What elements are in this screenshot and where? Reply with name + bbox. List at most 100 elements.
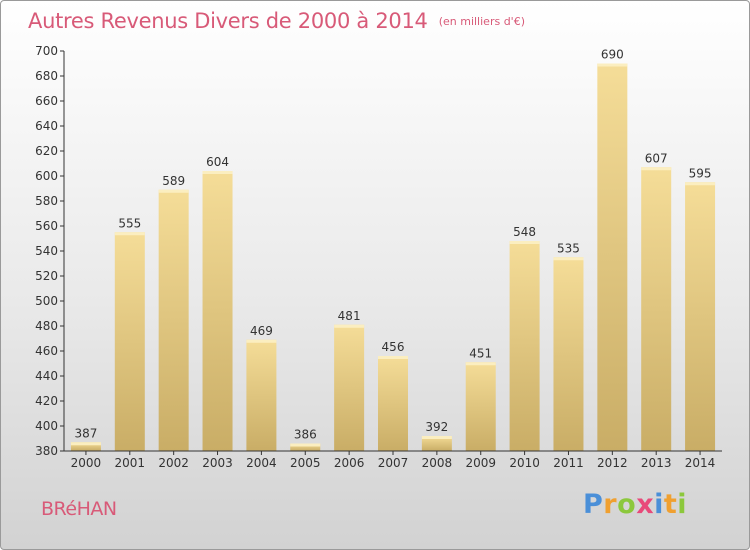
bar-2005: 386 bbox=[290, 428, 321, 451]
logo-letter: i bbox=[677, 489, 688, 520]
data-label: 481 bbox=[338, 309, 361, 323]
bar-2003: 604 bbox=[202, 155, 233, 451]
data-label: 607 bbox=[645, 151, 668, 165]
x-tick-label: 2012 bbox=[597, 456, 628, 470]
y-tick-label: 680 bbox=[35, 69, 58, 83]
bar-2001: 555 bbox=[114, 216, 145, 451]
bar-rect bbox=[421, 436, 452, 451]
y-tick-label: 380 bbox=[35, 444, 58, 458]
y-tick-label: 620 bbox=[35, 144, 58, 158]
bar-2004: 469 bbox=[246, 324, 277, 451]
title-row: Autres Revenus Divers de 2000 à 2014 (en… bbox=[28, 9, 525, 33]
data-label: 386 bbox=[294, 428, 317, 442]
bar-2008: 392 bbox=[421, 420, 452, 451]
bar-rect bbox=[246, 339, 277, 451]
y-tick-label: 520 bbox=[35, 269, 58, 283]
bar-highlight bbox=[158, 189, 189, 193]
bar-highlight bbox=[421, 436, 452, 439]
y-tick-label: 700 bbox=[35, 44, 58, 58]
x-tick-label: 2010 bbox=[509, 456, 540, 470]
logo-letter: r bbox=[603, 489, 618, 520]
data-label: 451 bbox=[469, 346, 492, 360]
bar-2013: 607 bbox=[641, 151, 672, 451]
bar-highlight bbox=[334, 324, 365, 328]
logo-letter: t bbox=[663, 489, 678, 520]
x-tick-label: 2001 bbox=[115, 456, 146, 470]
bar-rect bbox=[597, 63, 628, 451]
data-label: 392 bbox=[425, 420, 448, 434]
bar-highlight bbox=[70, 442, 101, 446]
y-tick-label: 440 bbox=[35, 369, 58, 383]
bar-rect bbox=[685, 182, 716, 451]
logo-letter: x bbox=[636, 489, 655, 520]
y-tick-label: 460 bbox=[35, 344, 58, 358]
chart-subtitle: (en milliers d'€) bbox=[438, 15, 525, 28]
chart-title: Autres Revenus Divers de 2000 à 2014 bbox=[28, 9, 428, 33]
bar-rect bbox=[290, 443, 321, 451]
data-label: 690 bbox=[601, 48, 624, 62]
bar-rect bbox=[553, 257, 584, 451]
y-tick-label: 420 bbox=[35, 394, 58, 408]
bar-2006: 481 bbox=[334, 309, 365, 451]
logo-letter: o bbox=[617, 489, 637, 520]
bar-rect bbox=[378, 356, 408, 451]
x-tick-label: 2005 bbox=[290, 456, 321, 470]
x-tick-label: 2004 bbox=[246, 456, 277, 470]
bar-2010: 548 bbox=[509, 225, 540, 451]
bar-rect bbox=[641, 167, 672, 451]
bar-2009: 451 bbox=[465, 346, 496, 451]
x-tick-label: 2003 bbox=[202, 456, 233, 470]
bar-highlight bbox=[465, 362, 496, 366]
y-tick-label: 560 bbox=[35, 219, 58, 233]
x-tick-label: 2006 bbox=[334, 456, 365, 470]
bar-highlight bbox=[246, 339, 277, 343]
bar-rect bbox=[202, 171, 233, 451]
logo-letter: P bbox=[583, 489, 604, 520]
bar-highlight bbox=[641, 167, 672, 171]
bar-2002: 589 bbox=[158, 174, 189, 451]
y-tick-label: 580 bbox=[35, 194, 58, 208]
y-tick-label: 400 bbox=[35, 419, 58, 433]
data-label: 604 bbox=[206, 155, 229, 169]
x-tick-label: 2011 bbox=[553, 456, 584, 470]
y-tick-label: 540 bbox=[35, 244, 58, 258]
x-tick-label: 2007 bbox=[378, 456, 409, 470]
bar-rect bbox=[158, 189, 189, 451]
bar-2012: 690 bbox=[597, 48, 628, 451]
commune-name: BRéHAN bbox=[41, 498, 117, 520]
proxiti-logo: Proxiti bbox=[583, 489, 687, 520]
x-tick-label: 2009 bbox=[465, 456, 496, 470]
bar-highlight bbox=[202, 171, 233, 174]
bar-highlight bbox=[509, 241, 540, 244]
y-tick-label: 640 bbox=[35, 119, 58, 133]
bar-rect bbox=[70, 442, 101, 451]
x-tick-label: 2014 bbox=[685, 456, 716, 470]
x-tick-label: 2000 bbox=[71, 456, 102, 470]
bar-rect bbox=[509, 241, 540, 451]
y-tick-label: 480 bbox=[35, 319, 58, 333]
bar-highlight bbox=[597, 63, 628, 67]
bar-highlight bbox=[553, 257, 584, 261]
bar-highlight bbox=[114, 232, 145, 236]
y-tick-label: 600 bbox=[35, 169, 58, 183]
bar-2011: 535 bbox=[553, 241, 584, 451]
bar-2007: 456 bbox=[378, 340, 408, 451]
data-label: 387 bbox=[74, 426, 97, 440]
bar-2014: 595 bbox=[685, 166, 716, 451]
y-tick-label: 500 bbox=[35, 294, 58, 308]
bar-highlight bbox=[290, 443, 321, 447]
bar-2000: 387 bbox=[70, 426, 101, 451]
data-label: 535 bbox=[557, 241, 580, 255]
bar-highlight bbox=[378, 356, 408, 359]
bar-rect bbox=[334, 324, 365, 451]
data-label: 555 bbox=[118, 216, 141, 230]
y-tick-label: 660 bbox=[35, 94, 58, 108]
x-tick-label: 2002 bbox=[158, 456, 189, 470]
bar-highlight bbox=[685, 182, 716, 186]
x-tick-label: 2013 bbox=[641, 456, 672, 470]
data-label: 469 bbox=[250, 324, 273, 338]
x-tick-label: 2008 bbox=[422, 456, 453, 470]
data-label: 595 bbox=[689, 166, 712, 180]
bar-rect bbox=[465, 362, 496, 451]
